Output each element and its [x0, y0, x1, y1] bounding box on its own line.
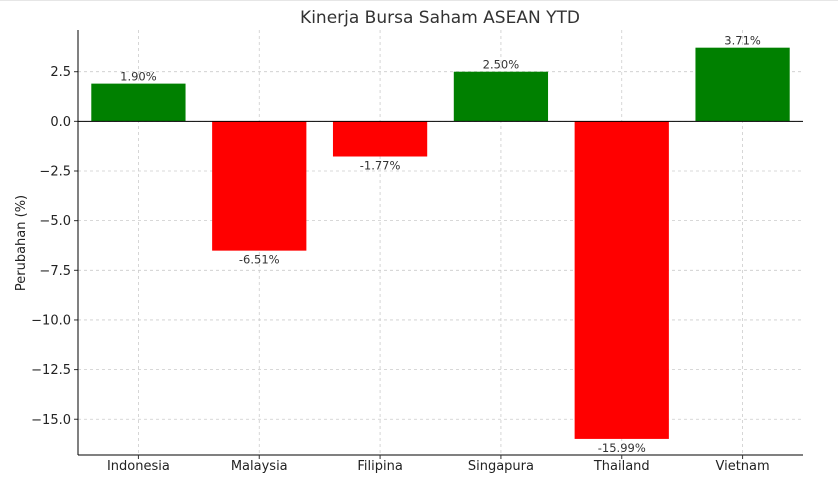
data-label: -6.51%: [239, 253, 280, 267]
y-tick-label: 2.5: [50, 65, 71, 80]
data-labels: 1.90% -6.51% -1.77% 2.50% -15.99% 3.71%: [120, 34, 761, 455]
x-tick-label: Thailand: [593, 459, 650, 474]
y-tick-label: −2.5: [39, 165, 71, 180]
x-tick-label: Malaysia: [231, 459, 288, 474]
data-label: 2.50%: [483, 58, 520, 72]
top-divider: [0, 0, 838, 1]
data-label: -15.99%: [598, 441, 646, 455]
chart-title: Kinerja Bursa Saham ASEAN YTD: [300, 8, 580, 28]
y-tick-label: −7.5: [39, 264, 71, 279]
x-tick-label: Indonesia: [107, 459, 170, 474]
bars: [91, 47, 790, 439]
data-label: 3.71%: [724, 34, 761, 48]
bar: [91, 83, 186, 122]
bar: [212, 121, 307, 251]
bar: [453, 71, 549, 122]
bar: [574, 121, 669, 439]
y-tick-label: −5.0: [39, 214, 71, 229]
y-tick-label: −15.0: [31, 413, 71, 428]
bar: [695, 47, 790, 122]
y-tick-label: −10.0: [31, 313, 71, 328]
data-label: 1.90%: [120, 70, 157, 84]
x-tick-label: Vietnam: [715, 459, 769, 474]
gridlines: [78, 30, 803, 455]
x-tick-label: Filipina: [357, 459, 402, 474]
y-axis-label: Perubahan (%): [14, 195, 29, 291]
y-tick-label: 0.0: [50, 115, 71, 130]
data-label: -1.77%: [360, 159, 401, 173]
y-tick-label: −12.5: [31, 363, 71, 378]
x-tick-label: Singapura: [468, 459, 534, 474]
bar: [332, 121, 428, 157]
axes: 2.5 0.0 −2.5 −5.0 −7.5 −10.0 −12.5 −15.0 Indones…: [31, 30, 803, 474]
